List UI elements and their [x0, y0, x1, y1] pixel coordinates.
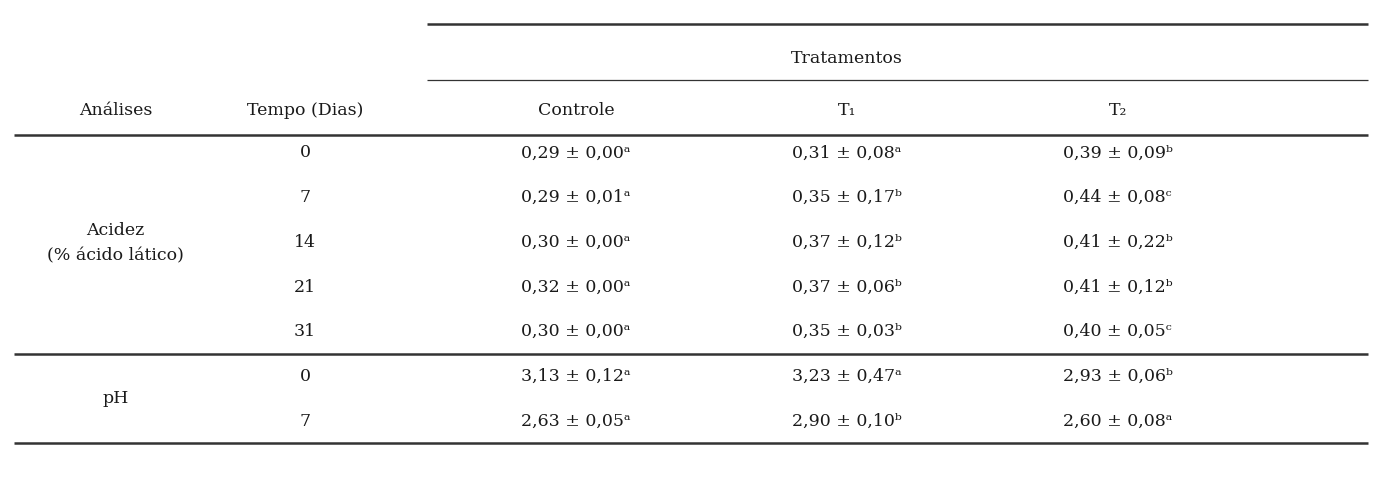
Text: 3,13 ± 0,12ᵃ: 3,13 ± 0,12ᵃ — [521, 368, 630, 385]
Text: 0,37 ± 0,12ᵇ: 0,37 ± 0,12ᵇ — [792, 234, 901, 251]
Text: Acidez: Acidez — [86, 222, 145, 239]
Text: (% ácido lático): (% ácido lático) — [47, 247, 184, 264]
Text: 0: 0 — [300, 368, 311, 385]
Text: Tratamentos: Tratamentos — [791, 50, 902, 67]
Text: Controle: Controle — [538, 102, 614, 119]
Text: T₂: T₂ — [1108, 102, 1126, 119]
Text: 0,35 ± 0,03ᵇ: 0,35 ± 0,03ᵇ — [792, 323, 901, 340]
Text: 0,32 ± 0,00ᵃ: 0,32 ± 0,00ᵃ — [521, 278, 630, 296]
Text: 0,44 ± 0,08ᶜ: 0,44 ± 0,08ᶜ — [1063, 189, 1172, 206]
Text: 0,41 ± 0,22ᵇ: 0,41 ± 0,22ᵇ — [1063, 234, 1172, 251]
Text: Análises: Análises — [79, 102, 152, 119]
Text: 2,60 ± 0,08ᵃ: 2,60 ± 0,08ᵃ — [1063, 413, 1172, 430]
Text: 7: 7 — [300, 189, 311, 206]
Text: 0,40 ± 0,05ᶜ: 0,40 ± 0,05ᶜ — [1063, 323, 1172, 340]
Text: T₁: T₁ — [837, 102, 855, 119]
Text: 0,30 ± 0,00ᵃ: 0,30 ± 0,00ᵃ — [521, 323, 630, 340]
Text: 0,39 ± 0,09ᵇ: 0,39 ± 0,09ᵇ — [1063, 144, 1172, 161]
Text: 14: 14 — [294, 234, 316, 251]
Text: 31: 31 — [294, 323, 316, 340]
Text: 0: 0 — [300, 144, 311, 161]
Text: Tempo (Dias): Tempo (Dias) — [247, 102, 363, 119]
Text: 7: 7 — [300, 413, 311, 430]
Text: 0,35 ± 0,17ᵇ: 0,35 ± 0,17ᵇ — [792, 189, 901, 206]
Text: 0,37 ± 0,06ᵇ: 0,37 ± 0,06ᵇ — [792, 278, 901, 296]
Text: 21: 21 — [294, 278, 316, 296]
Text: 0,29 ± 0,00ᵃ: 0,29 ± 0,00ᵃ — [521, 144, 630, 161]
Text: 2,93 ± 0,06ᵇ: 2,93 ± 0,06ᵇ — [1063, 368, 1172, 385]
Text: 2,63 ± 0,05ᵃ: 2,63 ± 0,05ᵃ — [521, 413, 630, 430]
Text: 3,23 ± 0,47ᵃ: 3,23 ± 0,47ᵃ — [792, 368, 901, 385]
Text: 0,29 ± 0,01ᵃ: 0,29 ± 0,01ᵃ — [521, 189, 630, 206]
Text: 0,41 ± 0,12ᵇ: 0,41 ± 0,12ᵇ — [1063, 278, 1172, 296]
Text: 2,90 ± 0,10ᵇ: 2,90 ± 0,10ᵇ — [792, 413, 901, 430]
Text: 0,30 ± 0,00ᵃ: 0,30 ± 0,00ᵃ — [521, 234, 630, 251]
Text: pH: pH — [102, 390, 129, 407]
Text: 0,31 ± 0,08ᵃ: 0,31 ± 0,08ᵃ — [792, 144, 901, 161]
